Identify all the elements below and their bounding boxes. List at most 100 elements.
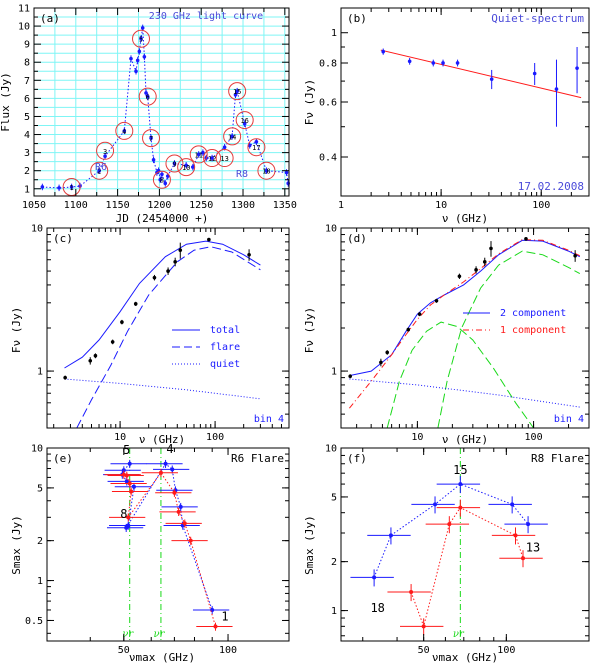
circled-marker <box>223 127 242 146</box>
plot-frame <box>46 447 290 642</box>
circled-marker <box>235 111 254 130</box>
data-point <box>284 170 289 175</box>
y-tick-label: 4 <box>24 130 30 141</box>
data-point <box>207 237 211 242</box>
y-tick-label: 0.6 <box>319 98 337 109</box>
y-tick-label: 6 <box>24 94 30 105</box>
circled-marker-label: 13 <box>220 155 228 163</box>
data-point <box>139 36 143 41</box>
data-point <box>182 521 187 526</box>
y-tick-label: 2 <box>37 536 43 547</box>
annotation-r6: R6 <box>95 162 107 173</box>
data-point <box>103 154 107 159</box>
data-point <box>131 484 136 489</box>
y-tick-label: 10 <box>325 444 337 455</box>
data-point <box>178 248 183 252</box>
data-point <box>222 145 227 149</box>
data-point <box>172 161 177 166</box>
panel-label: (d) <box>347 232 367 245</box>
data-point <box>124 473 129 478</box>
data-point <box>434 298 439 303</box>
x-tick-label: 1200 <box>147 200 171 211</box>
y-tick-label: 0.5 <box>25 616 43 627</box>
chart-title: Quiet-spectrum <box>491 12 584 25</box>
x-tick-label: 50 <box>118 645 130 656</box>
y-tick-label: 9 <box>24 40 30 51</box>
nu-r-marker-label: νr <box>122 629 134 640</box>
data-point <box>173 260 177 264</box>
legend-label-flare: flare <box>210 342 240 353</box>
data-point <box>172 490 177 495</box>
bin-label: bin 4 <box>554 414 584 425</box>
plot-frame <box>340 7 590 197</box>
circled-marker-label: 3 <box>103 148 107 156</box>
data-point <box>388 533 393 538</box>
circled-marker-label: 1 <box>70 184 74 192</box>
circled-marker-label: 12 <box>208 155 216 163</box>
data-point <box>407 59 412 64</box>
track-line-blue <box>121 463 213 611</box>
y-tick-label: 2 <box>331 557 337 568</box>
data-point <box>129 56 133 61</box>
point-label: 18 <box>370 601 384 615</box>
fit-line <box>380 49 582 99</box>
axis-ticks: 10 100 1 10 <box>325 224 590 443</box>
data-point <box>151 158 156 162</box>
x-axis-label: ν (GHz) <box>442 433 488 446</box>
panel-c: 10 100 1 10 (c) total flare quiet bin 4 ν (… <box>10 224 290 446</box>
circled-marker-label: 9 <box>172 160 176 168</box>
data-point <box>133 302 138 306</box>
data-point <box>170 467 175 472</box>
data-point <box>144 91 148 95</box>
curve-flare <box>76 246 261 428</box>
circled-marker <box>138 87 157 106</box>
data-point <box>441 61 445 65</box>
data-point <box>127 461 132 466</box>
x-tick-label: 1150 <box>106 200 130 211</box>
data-point <box>447 522 452 527</box>
panel-label: (c) <box>53 232 73 245</box>
y-axis-label: Smax (Jy) <box>303 515 316 575</box>
circled-marker <box>62 177 81 196</box>
data-point <box>69 185 74 189</box>
data-point <box>97 168 102 173</box>
plot-frame <box>33 7 290 197</box>
y-tick-label: 8 <box>24 58 30 69</box>
data-point <box>242 121 247 126</box>
circled-marker <box>257 161 276 180</box>
axis-ticks: 1 10 100 0.4 0.6 0.8 1 <box>319 8 590 211</box>
circled-marker-label: 15 <box>233 88 241 96</box>
y-tick-label: 10 <box>31 224 43 235</box>
data-point <box>455 61 460 65</box>
panel-label: (f) <box>347 452 367 465</box>
data-point <box>421 624 426 629</box>
circled-marker-label: 11 <box>194 151 202 159</box>
data-point <box>526 522 531 527</box>
data-point <box>554 87 559 91</box>
x-tick-label: 10 <box>114 432 126 443</box>
date-label: 17.02.2008 <box>518 180 584 193</box>
circled-marker-label: 7 <box>149 135 153 143</box>
y-axis-label: Smax (Jy) <box>10 515 23 575</box>
y-tick-label: 1 <box>331 367 337 378</box>
data-point <box>122 129 127 133</box>
panel-e: νr νr 5 4 8 1 50 100 0.5 1 2 5 10 (e) R6 Flare νmax… <box>10 442 290 664</box>
circled-marker-label: 2 <box>97 168 101 176</box>
data-point <box>524 237 528 241</box>
data-point <box>93 353 98 358</box>
data-point <box>264 168 269 173</box>
data-point <box>254 139 259 144</box>
legend-label-1comp: 1 component <box>500 325 566 336</box>
data-point <box>379 360 383 365</box>
point-label: 8 <box>120 507 127 521</box>
y-tick-label: 1 <box>37 367 43 378</box>
x-tick-label: 1100 <box>64 200 88 211</box>
circled-marker <box>215 149 234 168</box>
track-line-red <box>410 506 524 628</box>
annotation-r8: R8 <box>236 169 248 180</box>
curve-1-component <box>349 239 581 409</box>
legend: 2 component 1 component <box>463 308 566 336</box>
data-point <box>121 468 126 473</box>
